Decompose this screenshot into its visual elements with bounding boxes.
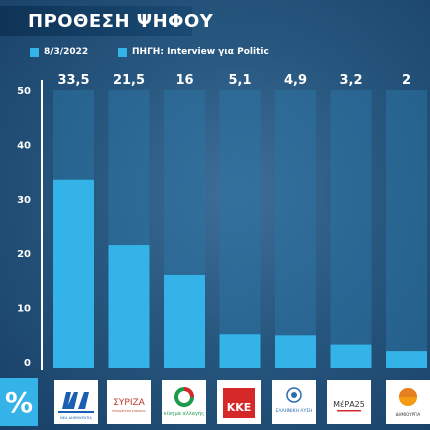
dimiourgia-logo-icon: ΔΗΜΙΟΥΡΓΙΑ <box>386 380 430 424</box>
svg-text:κίνημα αλλαγής: κίνημα αλλαγής <box>164 410 204 417</box>
elliniki-lysi-logo-icon: ΕΛΛΗΝΙΚΗ ΛΥΣΗ <box>272 380 316 424</box>
bar <box>108 245 150 368</box>
data-label: 4,9 <box>284 73 307 88</box>
y-axis-line <box>41 80 43 370</box>
y-tick-label: 0 <box>24 358 31 369</box>
data-label: 3,2 <box>339 73 362 88</box>
bar <box>275 335 316 368</box>
data-label: 16 <box>175 73 193 88</box>
svg-text:ΝΕΑ ΔΗΜΟΚΡΑΤΙΑ: ΝΕΑ ΔΗΜΟΚΡΑΤΙΑ <box>60 416 92 420</box>
y-tick-label: 20 <box>17 249 31 260</box>
y-tick-label: 40 <box>17 140 31 151</box>
bar <box>53 179 94 368</box>
bar-track <box>330 90 372 368</box>
y-tick-label: 10 <box>17 304 31 315</box>
svg-text:ΣΥΡΙΖΑ: ΣΥΡΙΖΑ <box>113 398 145 408</box>
bar <box>164 274 205 368</box>
kke-logo-icon: ΚΚΕ <box>217 380 261 424</box>
legend-item-date: 8/3/2022 <box>30 46 88 58</box>
svg-text:ΜέΡΑ25: ΜέΡΑ25 <box>333 399 365 409</box>
page-title: ΠΡΟΘΕΣΗ ΨΗΦΟΥ <box>28 11 214 32</box>
bar-track <box>275 90 316 368</box>
title-bar <box>0 6 192 36</box>
data-label: 21,5 <box>113 73 145 88</box>
legend-label-date: 8/3/2022 <box>44 47 89 57</box>
bar-track <box>219 90 261 368</box>
legend-swatch <box>30 47 39 57</box>
legend-item-source: ΠΗΓΗ: Interview για Politic <box>118 46 269 58</box>
kinal-logo-icon: κίνημα αλλαγής <box>162 380 206 424</box>
svg-text:ΕΛΛΗΝΙΚΗ ΛΥΣΗ: ΕΛΛΗΝΙΚΗ ΛΥΣΗ <box>276 408 313 414</box>
svg-text:ΠΡΟΟΔΕΥΤΙΚΗ ΣΥΜΜΑΧΙΑ: ΠΡΟΟΔΕΥΤΙΚΗ ΣΥΜΜΑΧΙΑ <box>112 409 145 413</box>
data-label: 33,5 <box>57 73 89 88</box>
percent-badge: % <box>0 378 38 426</box>
mera25-logo-icon: ΜέΡΑ25 <box>327 380 371 424</box>
data-label: 2 <box>402 73 411 88</box>
data-label: 5,1 <box>228 73 251 88</box>
bar <box>330 344 372 368</box>
syriza-logo-icon: ΣΥΡΙΖΑ ΠΡΟΟΔΕΥΤΙΚΗ ΣΥΜΜΑΧΙΑ <box>107 380 151 424</box>
svg-text:ΚΚΕ: ΚΚΕ <box>227 401 252 414</box>
bar-track <box>386 90 427 368</box>
y-tick-label: 50 <box>17 86 31 97</box>
legend-swatch <box>118 47 127 57</box>
bar <box>386 351 427 368</box>
legend-label-source: ΠΗΓΗ: Interview για Politic <box>132 47 269 57</box>
svg-text:ΔΗΜΙΟΥΡΓΙΑ: ΔΗΜΙΟΥΡΓΙΑ <box>396 412 421 417</box>
y-tick-label: 30 <box>17 195 31 206</box>
nd-logo-icon: ΝΕΑ ΔΗΜΟΚΡΑΤΙΑ <box>54 380 98 424</box>
bar <box>219 334 261 368</box>
